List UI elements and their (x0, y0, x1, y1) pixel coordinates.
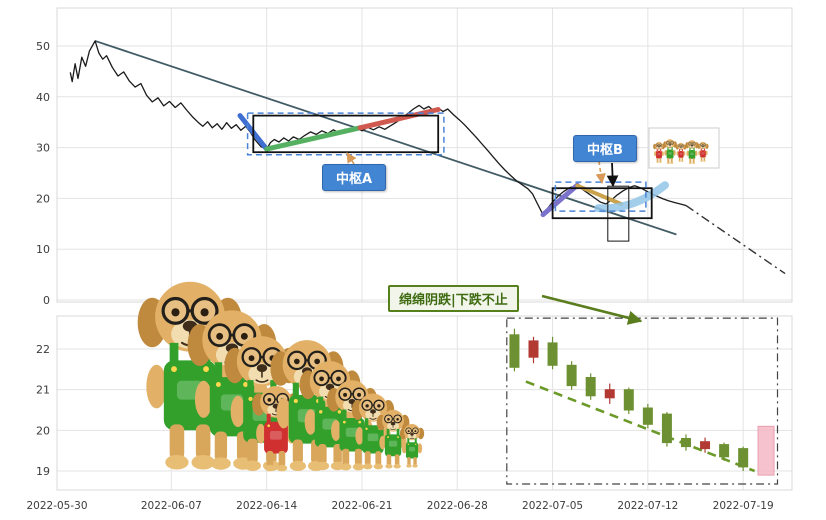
axis-layer: 50 40 30 20 10 0 22 21 20 19 2022-05-30 2022-06-07 2… (26, 40, 773, 512)
downtrend-frame (506, 317, 779, 485)
pivot_a-arrow (346, 152, 357, 165)
y-tick-label: 19 (36, 465, 50, 478)
decor-layer (136, 127, 720, 473)
x-tick-label: 2022-06-14 (236, 500, 297, 512)
stroke-down-2 (540, 182, 580, 218)
pivot-a-dashed-box (246, 112, 445, 156)
x-tick-label: 2022-06-28 (427, 500, 488, 512)
x-tick-label: 2022-07-05 (522, 500, 583, 512)
candle-body (738, 448, 749, 468)
y-tick-label: 20 (36, 424, 50, 437)
y-tick-label: 30 (36, 142, 50, 155)
candle-body (700, 441, 711, 450)
stroke-up-2 (357, 107, 441, 131)
candle-body (566, 364, 577, 387)
x-tick-label: 2022-06-07 (141, 500, 202, 512)
price-panel-layer (69, 40, 786, 275)
bottom-trendline (525, 380, 756, 473)
y-tick-label: 21 (36, 384, 50, 397)
x-tick-label: 2022-07-12 (617, 500, 678, 512)
x-tick-label: 2022-07-19 (713, 500, 774, 512)
candle-body (547, 342, 558, 366)
candle-body (585, 377, 596, 397)
trendline (94, 40, 677, 236)
x-tick-label: 2022-06-21 (331, 500, 392, 512)
puppy-figure (376, 409, 410, 470)
downtrend-label: 绵绵阴跌|下跌不止 (388, 285, 519, 312)
candle-body (680, 438, 691, 448)
pivot-b-label: 中枢B (573, 135, 637, 162)
pivot-a-box (252, 114, 440, 154)
pivot-a-label: 中枢A (322, 164, 387, 191)
pivot_b_dashed-arrow (595, 160, 606, 185)
segment-sky (594, 181, 669, 213)
bottom-panel-border (56, 315, 793, 491)
pivot_b_solid-arrow (606, 162, 619, 188)
puppy-figure (399, 423, 425, 469)
candle-body (509, 334, 520, 368)
y-tick-label: 10 (36, 243, 50, 256)
puppy-figure (298, 360, 362, 472)
current-price-bar (757, 425, 775, 476)
forecast-line (685, 204, 786, 275)
candle-body (604, 389, 615, 399)
candle-body (661, 413, 672, 444)
candle-body (528, 340, 539, 358)
y-tick-label: 50 (36, 40, 50, 53)
candle-body (623, 389, 634, 411)
pivot-b-box (551, 187, 653, 220)
candle-body (719, 444, 730, 458)
y-tick-label: 20 (36, 192, 50, 205)
downtrend-arrow (541, 294, 643, 325)
x-tick-label: 2022-05-30 (26, 500, 87, 512)
y-tick-label: 40 (36, 91, 50, 104)
y-tick-label: 22 (36, 343, 50, 356)
candle-body (642, 407, 653, 425)
stroke-up-1 (264, 125, 363, 152)
y-tick-label: 0 (43, 294, 50, 307)
candle-panel-layer (506, 317, 779, 485)
